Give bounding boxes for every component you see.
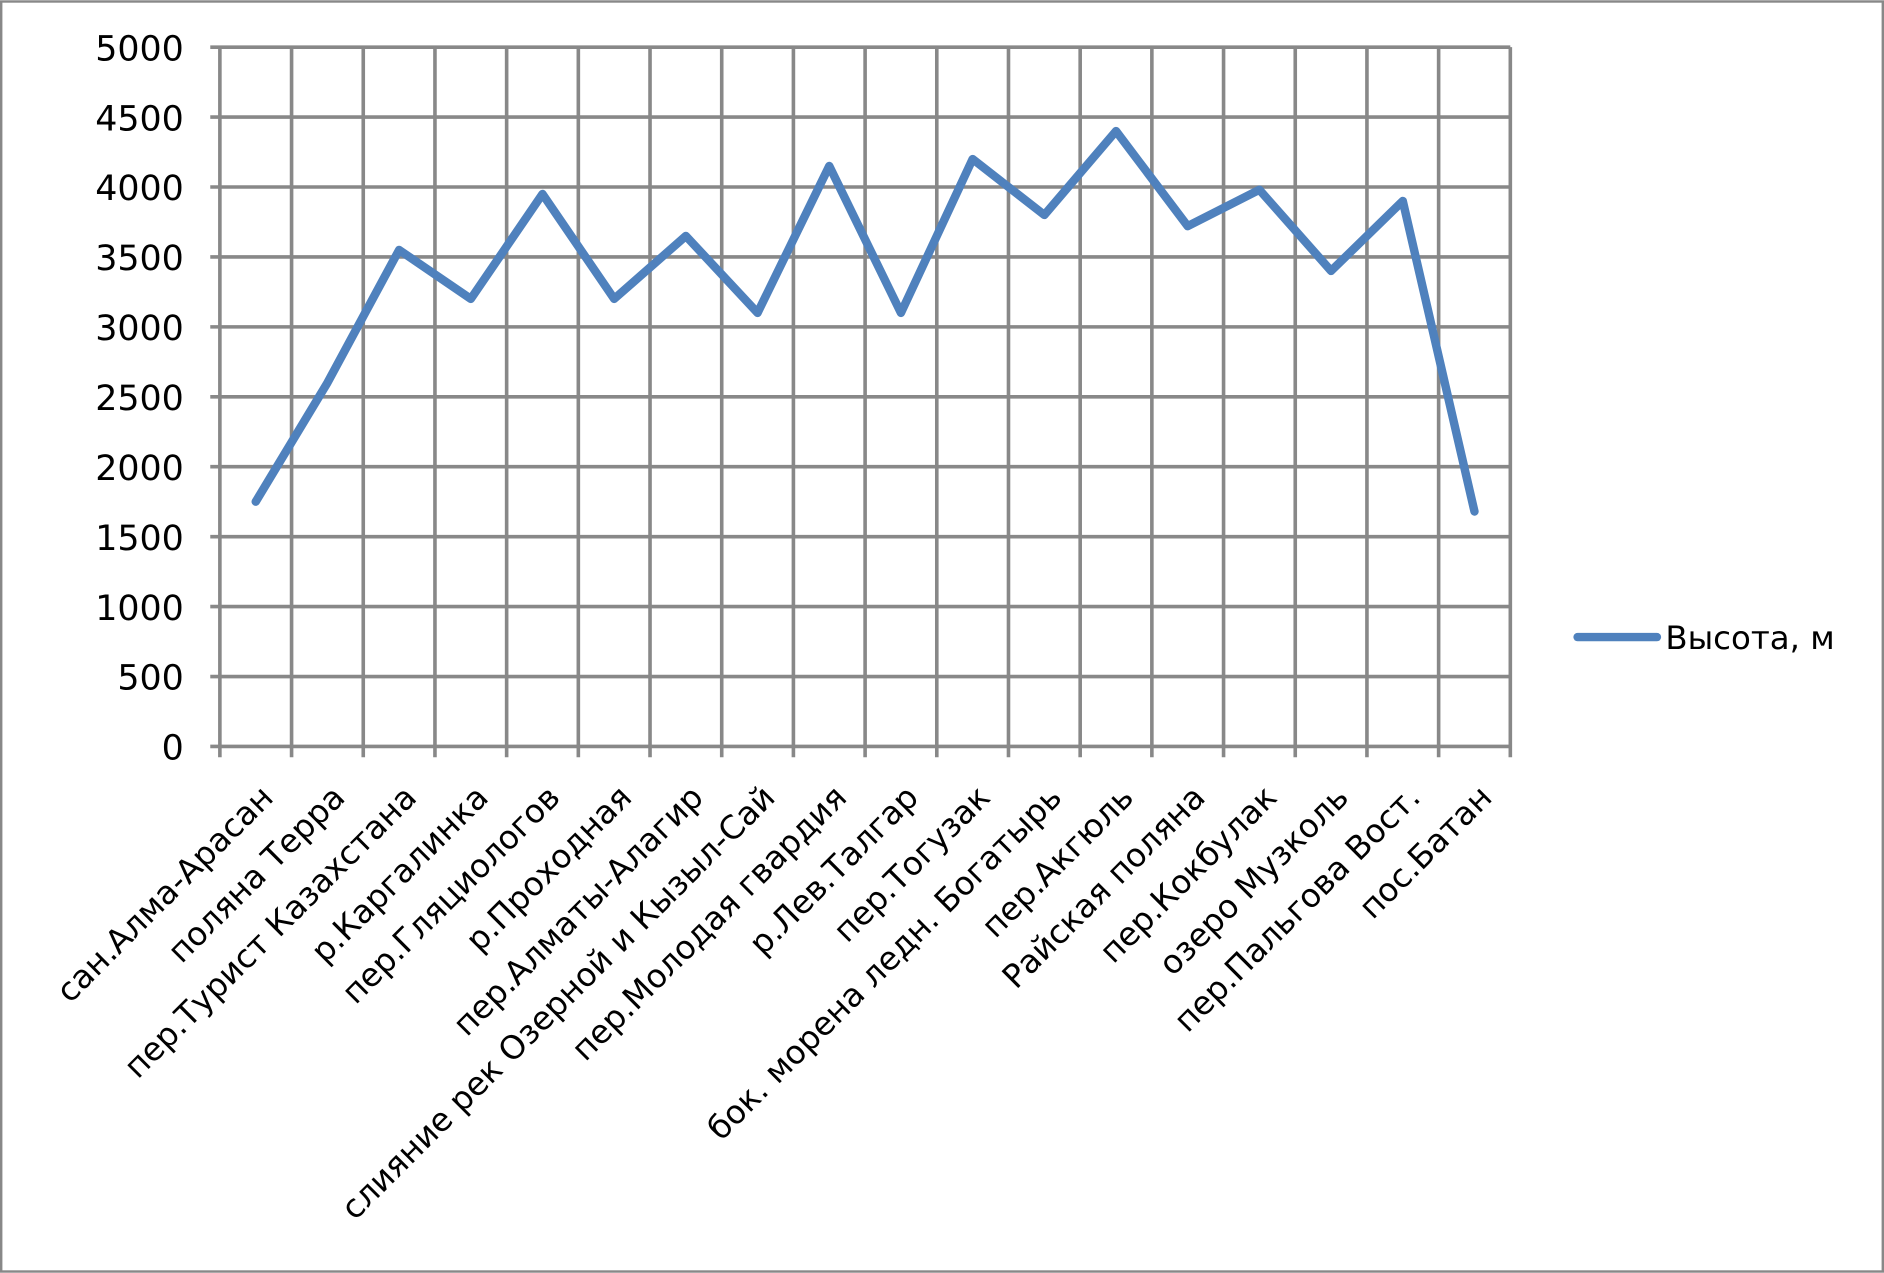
- legend-label: Высота, м: [1665, 619, 1834, 657]
- y-tick-label: 2000: [95, 449, 184, 489]
- y-tick-label: 1000: [95, 589, 184, 629]
- y-tick-label: 2500: [95, 379, 184, 419]
- y-tick-label: 4000: [95, 169, 184, 209]
- y-tick-label: 0: [162, 729, 184, 769]
- y-tick-label: 500: [117, 659, 183, 699]
- y-tick-label: 1500: [95, 519, 184, 559]
- y-tick-label: 3500: [95, 239, 184, 279]
- y-tick-label: 4500: [95, 99, 184, 139]
- y-tick-label: 3000: [95, 309, 184, 349]
- data-line: [251, 126, 1479, 516]
- y-tick-label: 5000: [95, 29, 184, 69]
